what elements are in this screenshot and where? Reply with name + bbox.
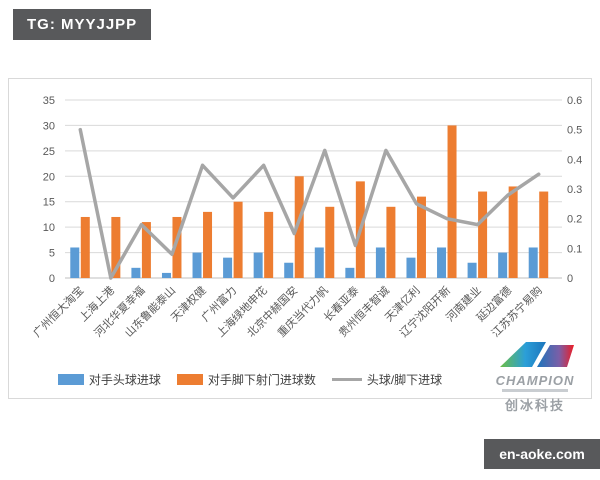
- chart: 0 5 10 15 20 25 30 35 0 0.1 0.2 0.3 0.4 0.5 0.6 广州恒大淘宝上…: [8, 78, 592, 413]
- bar: [70, 247, 80, 278]
- legend-item: 头球/脚下进球: [331, 371, 443, 388]
- left-axis-tick-label: 35: [43, 95, 55, 107]
- bar: [264, 211, 274, 278]
- ratio-line: [78, 127, 541, 280]
- category-label: 广州恒大淘宝: [30, 283, 87, 340]
- bar: [325, 206, 335, 278]
- header-badge-text: TG: MYYJJPP: [27, 16, 138, 33]
- bar: [80, 216, 90, 278]
- right-axis-tick-label: 0.5: [567, 125, 582, 137]
- bar: [314, 247, 324, 278]
- bar: [294, 176, 304, 278]
- header-badge: TG: MYYJJPP: [13, 9, 152, 40]
- category-label: 重庆当代力帆: [274, 283, 331, 340]
- legend-label: 对手头球进球: [88, 373, 161, 387]
- right-axis-tick-label: 0.6: [567, 95, 582, 107]
- left-axis-tick-label: 30: [43, 120, 55, 132]
- bar: [203, 211, 213, 278]
- logo-brand-text: CHAMPION: [495, 373, 575, 388]
- champion-logo-icon: [500, 342, 574, 367]
- bar: [498, 252, 508, 278]
- left-axis-tick-label: 5: [49, 248, 55, 260]
- bar: [508, 186, 518, 278]
- category-label: 江苏苏宁易购: [488, 283, 545, 340]
- champion-logo: CHAMPION 创冰科技: [485, 337, 585, 414]
- logo-company-text: 创冰科技: [504, 398, 565, 413]
- bar: [111, 216, 121, 278]
- category-label: 贵州恒丰智诚: [335, 283, 392, 340]
- bar: [528, 247, 538, 278]
- bar: [284, 262, 294, 278]
- legend-bar-marker: [176, 374, 203, 385]
- right-axis-tick-label: 0: [567, 273, 573, 285]
- legend-item: 对手头球进球: [57, 371, 161, 388]
- left-axis-tick-label: 20: [43, 171, 55, 183]
- category-label: 辽宁沈阳开新: [397, 283, 454, 340]
- legend-item: 对手脚下射门进球数: [176, 371, 316, 388]
- bar: [437, 247, 447, 278]
- bar: [172, 216, 182, 278]
- bar: [141, 222, 151, 278]
- footer-badge-text: en-aoke.com: [499, 446, 585, 462]
- bar: [386, 206, 396, 278]
- legend-line-marker: [331, 378, 362, 381]
- right-axis-tick-label: 0.2: [567, 214, 582, 226]
- left-axis-tick-label: 25: [43, 146, 55, 158]
- right-axis-tick-label: 0.1: [567, 243, 582, 255]
- bar: [375, 247, 385, 278]
- left-axis-tick-label: 15: [43, 197, 55, 209]
- bar: [192, 252, 202, 278]
- bar: [233, 201, 243, 278]
- bar: [447, 125, 457, 278]
- bar: [253, 252, 263, 278]
- bar: [416, 196, 426, 278]
- chart-canvas: 0510152025303500.10.20.30.40.50.6广州恒大淘宝上…: [30, 95, 582, 340]
- left-axis-tick-label: 10: [43, 222, 55, 234]
- bar: [406, 257, 416, 278]
- bar: [478, 191, 488, 278]
- category-label: 山东鲁能泰山: [122, 283, 179, 340]
- legend-label: 头球/脚下进球: [366, 373, 443, 387]
- right-axis-tick-label: 0.4: [567, 154, 582, 166]
- bar: [467, 262, 477, 278]
- legend-label: 对手脚下射门进球数: [207, 373, 316, 387]
- bar: [131, 267, 141, 278]
- bar: [539, 191, 549, 278]
- bar: [161, 272, 171, 278]
- left-axis-tick-label: 0: [49, 273, 55, 285]
- logo-tagline-bar: [502, 389, 568, 392]
- legend-bar-marker: [57, 374, 84, 385]
- bar: [223, 257, 233, 278]
- chart-legend: 对手头球进球 对手脚下射门进球数 头球/脚下进球: [9, 371, 491, 388]
- footer-badge: en-aoke.com: [484, 439, 600, 469]
- bar: [345, 267, 355, 278]
- right-axis-tick-label: 0.3: [567, 184, 582, 196]
